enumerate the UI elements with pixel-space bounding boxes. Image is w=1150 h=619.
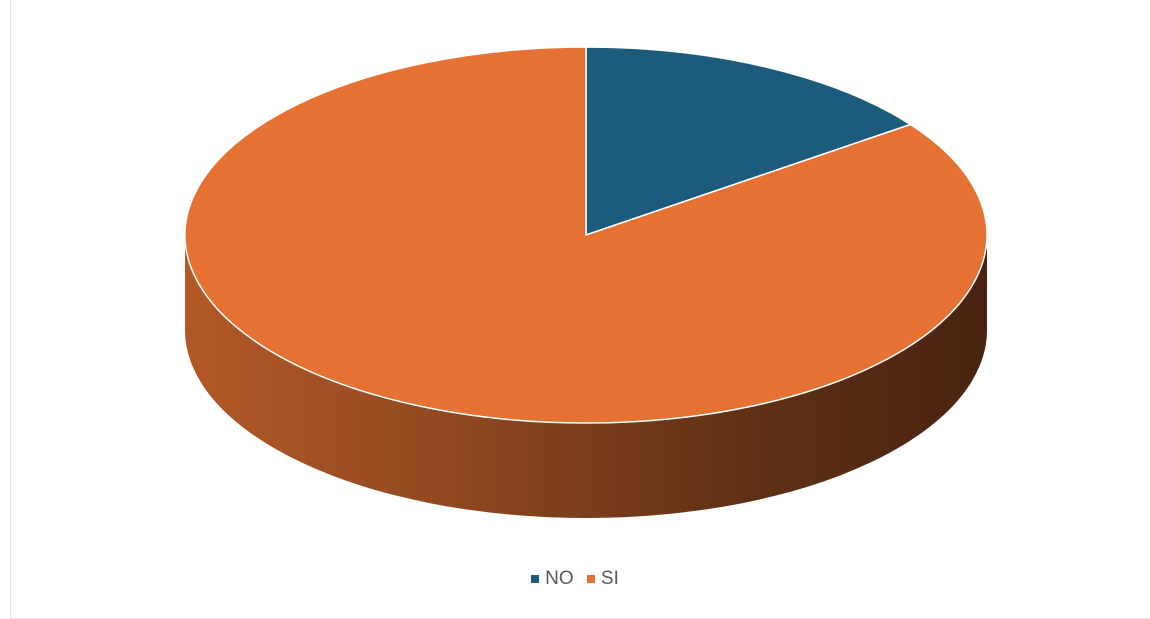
legend-item-no: NO: [531, 567, 574, 591]
legend-swatch-si: [586, 575, 595, 583]
legend-label-si: SI: [600, 568, 619, 589]
pie-chart: [184, 46, 988, 518]
legend-swatch-no: [531, 575, 540, 583]
chart-legend: NO SI: [0, 566, 1150, 591]
legend-item-si: SI: [586, 567, 619, 591]
legend-label-no: NO: [545, 568, 574, 589]
pie-slice-no: [585, 46, 912, 236]
pie-slice-si: [184, 46, 988, 424]
pie-side-wall: [185, 235, 987, 518]
